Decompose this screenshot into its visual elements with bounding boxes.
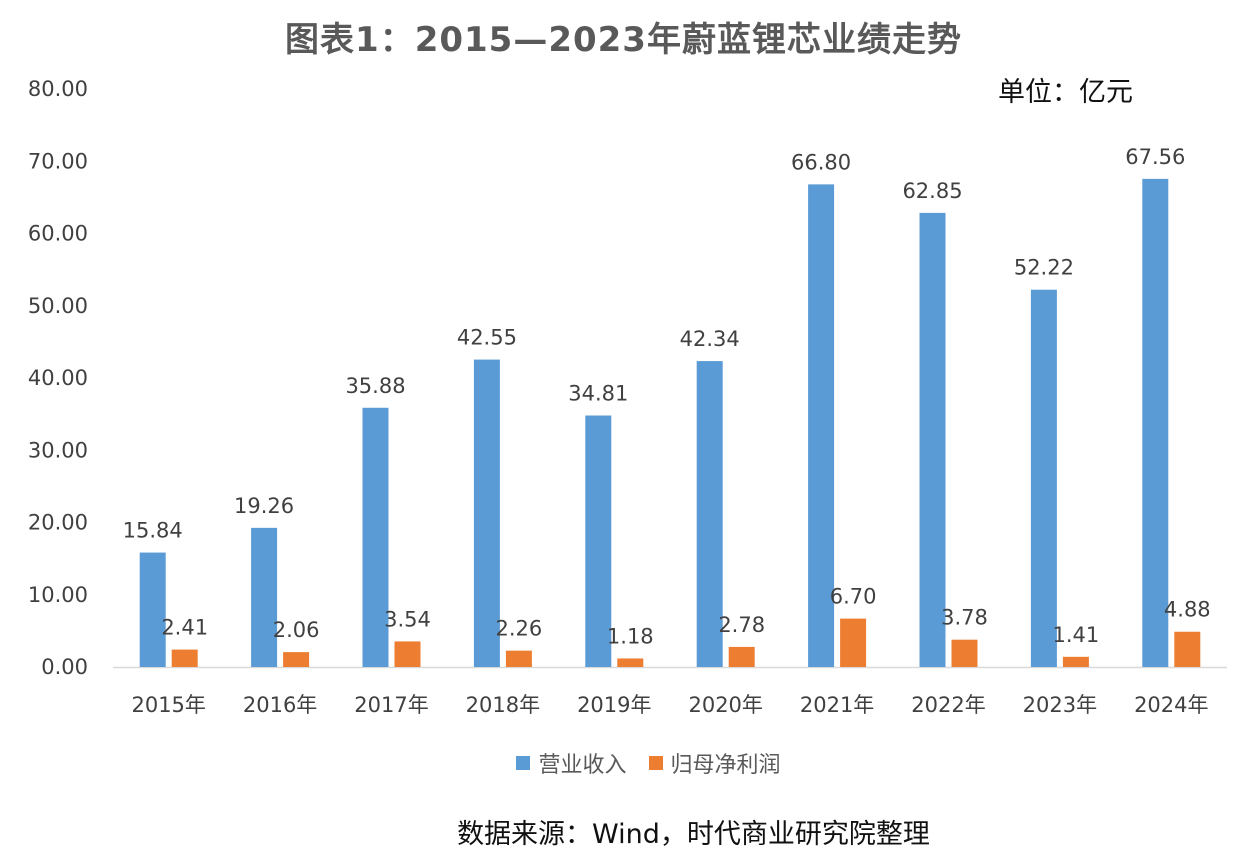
data-label-profit: 2.78 xyxy=(718,613,765,637)
data-label-revenue: 67.56 xyxy=(1125,145,1185,169)
x-tick-label: 2021年 xyxy=(800,693,874,717)
bar-profit xyxy=(505,650,532,667)
x-tick-label: 2019年 xyxy=(577,693,651,717)
bar-revenue xyxy=(919,212,946,667)
data-label-profit: 2.41 xyxy=(161,616,208,640)
legend-swatch-profit xyxy=(648,756,663,770)
bar-profit xyxy=(1062,656,1089,667)
legend-item-profit: 归母净利润 xyxy=(648,747,781,779)
x-tick-label: 2015年 xyxy=(131,693,205,717)
bar-revenue xyxy=(1142,178,1169,667)
bar-revenue xyxy=(251,527,278,667)
x-axis-ticks: 2015年 2016年 2017年 2018年 2019年 2020年 2021年 2022年… xyxy=(131,693,1208,717)
bar-profit xyxy=(394,641,421,667)
data-label-profit: 1.41 xyxy=(1053,623,1100,647)
data-label-profit: 6.70 xyxy=(830,585,877,609)
chart-title: 图表1：2015—2023年蔚蓝锂芯业绩走势 xyxy=(285,20,962,60)
data-label-profit: 4.88 xyxy=(1164,598,1211,622)
data-label-revenue: 35.88 xyxy=(345,374,405,398)
y-tick-label: 60.00 xyxy=(28,222,88,246)
y-tick-label: 30.00 xyxy=(28,438,88,462)
bar-profit xyxy=(728,646,755,667)
y-tick-label: 10.00 xyxy=(28,583,88,607)
legend-swatch-revenue xyxy=(516,756,531,770)
bars xyxy=(139,178,1201,667)
data-label-revenue: 52.22 xyxy=(1014,256,1074,280)
data-label-profit: 1.18 xyxy=(607,624,654,648)
y-tick-label: 50.00 xyxy=(28,294,88,318)
bar-profit xyxy=(171,649,198,667)
bar-revenue xyxy=(585,415,612,667)
data-label-revenue: 42.55 xyxy=(457,326,517,350)
data-label-profit: 3.78 xyxy=(941,606,988,630)
bar-revenue xyxy=(473,359,500,667)
data-label-profit: 2.06 xyxy=(273,618,320,642)
data-label-revenue: 34.81 xyxy=(568,381,628,405)
data-label-revenue: 15.84 xyxy=(123,519,183,543)
data-label-profit: 3.54 xyxy=(384,607,431,631)
y-axis-ticks: 0.00 10.00 20.00 30.00 40.00 50.00 60.00 70.00 8… xyxy=(28,77,88,679)
x-tick-label: 2016年 xyxy=(243,693,317,717)
x-tick-label: 2023年 xyxy=(1023,693,1097,717)
y-tick-label: 70.00 xyxy=(28,149,88,173)
data-label-revenue: 66.80 xyxy=(791,150,851,174)
data-label-revenue: 42.34 xyxy=(680,327,740,351)
bar-revenue xyxy=(808,184,835,667)
x-tick-label: 2017年 xyxy=(354,693,428,717)
y-tick-label: 0.00 xyxy=(41,655,88,679)
bar-profit xyxy=(840,618,867,667)
y-tick-label: 20.00 xyxy=(28,511,88,535)
bar-revenue xyxy=(362,407,389,667)
bar-revenue xyxy=(1030,289,1057,667)
x-tick-label: 2024年 xyxy=(1134,693,1208,717)
bar-profit xyxy=(1174,631,1201,667)
data-label-profit: 2.26 xyxy=(496,617,543,641)
bar-revenue xyxy=(696,361,723,667)
x-tick-label: 2018年 xyxy=(466,693,540,717)
bar-profit xyxy=(617,658,644,667)
legend-item-revenue: 营业收入 xyxy=(516,747,627,779)
unit-label: 单位：亿元 xyxy=(998,77,1133,108)
bar-profit xyxy=(951,639,978,667)
legend-label-revenue: 营业收入 xyxy=(538,753,627,778)
y-tick-label: 80.00 xyxy=(28,77,88,101)
legend: 营业收入 归母净利润 xyxy=(0,747,1247,779)
source-note: 数据来源：Wind，时代商业研究院整理 xyxy=(457,819,930,850)
x-tick-label: 2022年 xyxy=(911,693,985,717)
bar-revenue xyxy=(139,552,166,667)
bar-profit xyxy=(283,652,310,667)
data-labels: 15.84 2.41 19.26 2.06 35.88 3.54 42.55 2.26 34.8… xyxy=(123,145,1211,649)
data-label-revenue: 62.85 xyxy=(902,179,962,203)
y-tick-label: 40.00 xyxy=(28,366,88,390)
x-tick-label: 2020年 xyxy=(688,693,762,717)
legend-label-profit: 归母净利润 xyxy=(670,753,781,778)
data-label-revenue: 19.26 xyxy=(234,494,294,518)
